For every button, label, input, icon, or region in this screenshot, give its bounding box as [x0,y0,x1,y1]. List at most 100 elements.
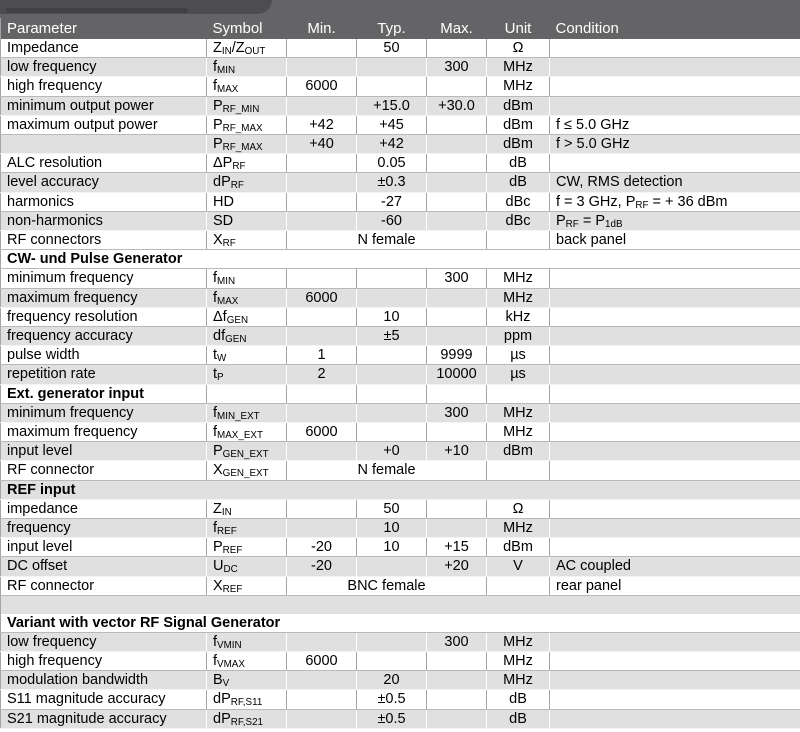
cell-symbol: dPRF [206,172,287,193]
cell-max [426,709,487,729]
section-header-row: REF input [0,480,800,500]
cell-parameter: RF connector [0,460,207,481]
cell-typ: 0.05 [356,153,427,174]
cell-unit: MHz [486,288,550,308]
cell-symbol: fMIN [206,57,287,78]
cell-symbol: fREF [206,518,287,539]
cell-typ [356,403,427,424]
cell-min: 6000 [286,76,357,97]
cell-symbol: XGEN_EXT [206,460,287,481]
cell-min [286,632,357,652]
cell-typ [356,345,427,366]
cell-condition [549,364,800,385]
cell-unit: ppm [486,326,550,347]
cell-min [286,670,357,691]
cell-min [286,172,357,193]
cell-min [286,499,357,520]
cell-min [286,518,357,539]
cell-min [286,153,357,174]
cell-min [286,39,357,59]
cell-condition: CW, RMS detection [549,172,800,193]
cell-typ: ±0.3 [356,172,427,193]
cell-min: 6000 [286,288,357,308]
empty-cell [356,384,427,404]
table-row: minimum output power PRF_MIN +15.0 +30.0 dBm [0,96,800,116]
cell-unit: kHz [486,307,550,328]
cell-unit: MHz [486,670,550,691]
cell-max [426,422,487,443]
cell-max [426,288,487,308]
cell-symbol: dPRF,S21 [206,709,287,729]
cell-unit: MHz [486,76,550,97]
empty-cell [549,384,800,404]
empty-cell [286,384,357,404]
section-header-row: Ext. generator input [0,384,800,404]
cell-connector-type: N female [286,460,487,481]
section-title-cell: CW- und Pulse Generator [0,249,800,270]
cell-symbol: PRF_MIN [206,96,287,116]
empty-cell [426,384,487,404]
cell-condition [549,96,800,116]
cell-parameter: high frequency [0,76,207,97]
cell-parameter: maximum frequency [0,422,207,443]
cell-condition [549,403,800,424]
cell-parameter: impedance [0,499,207,520]
table-row: level accuracy dPRF ±0.3 dB CW, RMS detectio… [0,172,800,193]
cell-symbol: XRF [206,230,287,251]
section-title-cell: REF input [0,480,800,500]
cell-parameter: RF connector [0,576,207,596]
cell-min: 1 [286,345,357,366]
cell-max [426,518,487,539]
cell-condition [549,670,800,691]
cell-parameter: non-harmonics [0,211,207,232]
cell-unit: MHz [486,268,550,289]
cell-condition [549,39,800,59]
column-header-parameter: Parameter [0,18,207,39]
cell-connector-type: BNC female [286,576,487,596]
cell-min [286,268,357,289]
cell-unit: V [486,556,550,577]
cell-max: +20 [426,556,487,577]
cell-max [426,134,487,155]
table-row: Impedance ZIN/ZOUT 50 Ω [0,39,800,59]
cell-condition [549,76,800,97]
cell-unit: MHz [486,57,550,78]
cell-symbol: HD [206,192,287,212]
cell-min: 6000 [286,422,357,443]
cell-max: 9999 [426,345,487,366]
cell-symbol: PRF_MAX [206,115,287,136]
cell-max [426,211,487,232]
cell-parameter: maximum output power [0,115,207,136]
cell-parameter: input level [0,441,207,462]
cell-typ: -27 [356,192,427,212]
cell-typ: 10 [356,518,427,539]
cell-min [286,96,357,116]
cell-parameter: Impedance [0,39,207,59]
cell-max: +15 [426,537,487,558]
cell-max: 10000 [426,364,487,385]
cell-symbol: fMIN [206,268,287,289]
cell-typ: -60 [356,211,427,232]
cell-symbol: ZIN [206,499,287,520]
cell-typ: +42 [356,134,427,155]
cell-unit [486,230,550,251]
cell-max [426,651,487,672]
empty-cell [206,384,287,404]
cell-unit: dB [486,153,550,174]
cell-unit: dBm [486,537,550,558]
section-header-row: Variant with vector RF Signal Generator [0,613,800,633]
table-row: maximum output power PRF_MAX +42 +45 dBm f ≤ … [0,115,800,136]
cell-condition [549,460,800,481]
cell-unit: dB [486,689,550,710]
column-header-unit: Unit [486,18,550,39]
cell-symbol: PGEN_EXT [206,441,287,462]
cell-condition [549,632,800,652]
cell-condition [549,499,800,520]
table-row: minimum frequency fMIN_EXT 300 MHz [0,403,800,424]
cell-unit: MHz [486,422,550,443]
cell-typ: +45 [356,115,427,136]
table-row: high frequency fMAX 6000 MHz [0,76,800,97]
cell-max [426,76,487,97]
cell-condition: PRF = P1dB [549,211,800,232]
cell-min [286,326,357,347]
